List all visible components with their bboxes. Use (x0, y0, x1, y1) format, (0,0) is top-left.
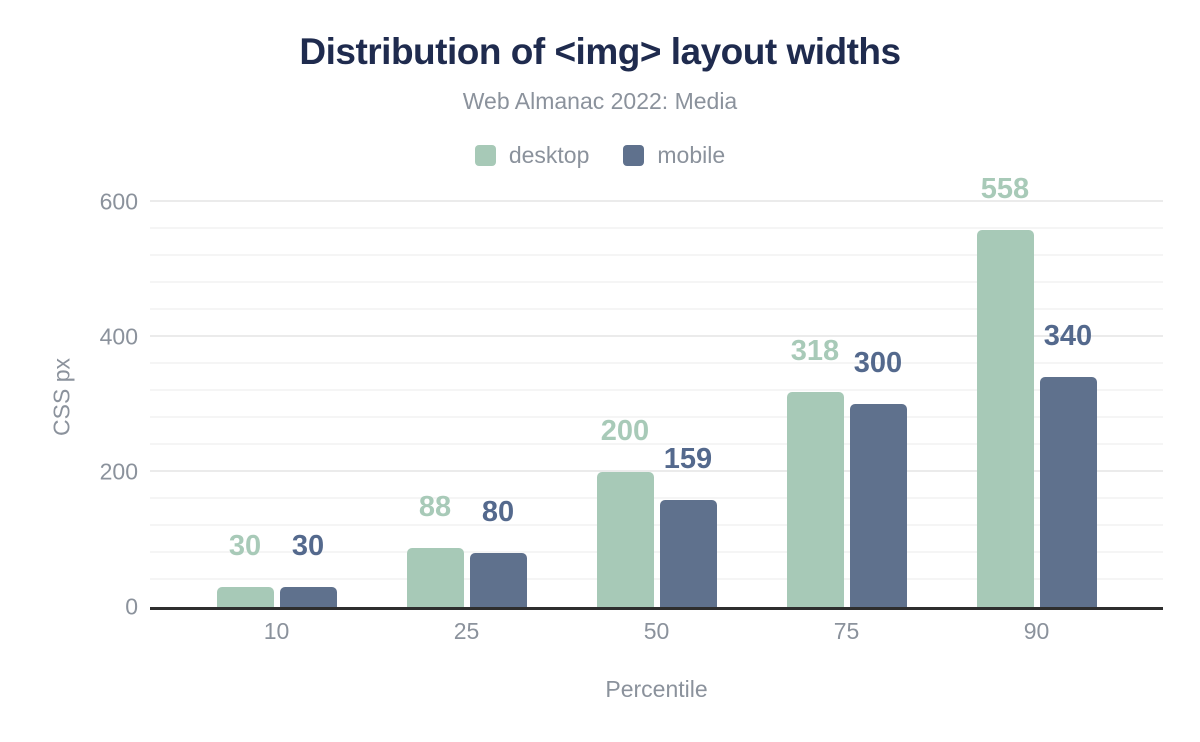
desktop-swatch (474, 145, 496, 166)
desktop-bar (596, 471, 654, 607)
x-tick-label: 75 (833, 618, 860, 644)
mobile-value-label: 300 (853, 347, 903, 380)
desktop-value-label: 30 (228, 529, 262, 562)
plot-area: 30 30 88 80 200 159 318 300 558 340 (150, 174, 1163, 610)
legend-item-mobile: mobile (623, 142, 725, 169)
gridline (150, 334, 1163, 337)
x-axis-title: Percentile (605, 676, 708, 702)
desktop-bar (406, 547, 464, 607)
y-axis-ticks: 0 200 400 600 (0, 188, 138, 618)
gridline (150, 361, 1163, 364)
x-tick-label: 25 (453, 618, 480, 644)
gridline (150, 253, 1163, 256)
desktop-bar (976, 229, 1034, 607)
legend: desktop mobile (0, 142, 1200, 169)
y-tick-label: 400 (99, 323, 138, 350)
y-tick-label: 200 (99, 458, 138, 485)
desktop-bar (786, 392, 844, 607)
gridline (150, 496, 1163, 499)
gridline (150, 226, 1163, 229)
desktop-bar (216, 586, 274, 607)
gridline (150, 577, 1163, 580)
desktop-value-label: 200 (600, 414, 650, 447)
gridline (150, 307, 1163, 310)
legend-label-desktop: desktop (508, 142, 590, 168)
mobile-swatch (623, 145, 645, 166)
desktop-value-label: 88 (418, 490, 452, 523)
y-tick-label: 600 (99, 188, 138, 215)
x-axis-ticks: 10 25 50 75 90 (150, 620, 1163, 650)
mobile-bar (849, 404, 907, 607)
desktop-value-label: 558 (980, 172, 1030, 205)
gridline (150, 523, 1163, 526)
mobile-value-label: 340 (1043, 320, 1093, 353)
legend-label-mobile: mobile (657, 142, 726, 168)
mobile-bar (1039, 377, 1097, 607)
gridline (150, 469, 1163, 472)
gridline (150, 199, 1163, 202)
mobile-bar (659, 499, 717, 607)
y-tick-label: 0 (125, 593, 138, 620)
legend-item-desktop: desktop (474, 142, 590, 169)
mobile-bar (279, 586, 337, 607)
chart-subtitle: Web Almanac 2022: Media (462, 88, 738, 114)
gridline (150, 388, 1163, 391)
desktop-value-label: 318 (790, 335, 840, 368)
mobile-bar (469, 552, 527, 607)
mobile-value-label: 80 (481, 495, 515, 528)
x-tick-label: 10 (263, 618, 290, 644)
mobile-value-label: 30 (291, 529, 325, 562)
chart-title: Distribution of <img> layout widths (299, 31, 901, 72)
x-tick-label: 90 (1023, 618, 1050, 644)
gridline (150, 280, 1163, 283)
gridline (150, 415, 1163, 418)
mobile-value-label: 159 (663, 442, 713, 475)
x-tick-label: 50 (643, 618, 670, 644)
gridline (150, 442, 1163, 445)
gridline (150, 550, 1163, 553)
